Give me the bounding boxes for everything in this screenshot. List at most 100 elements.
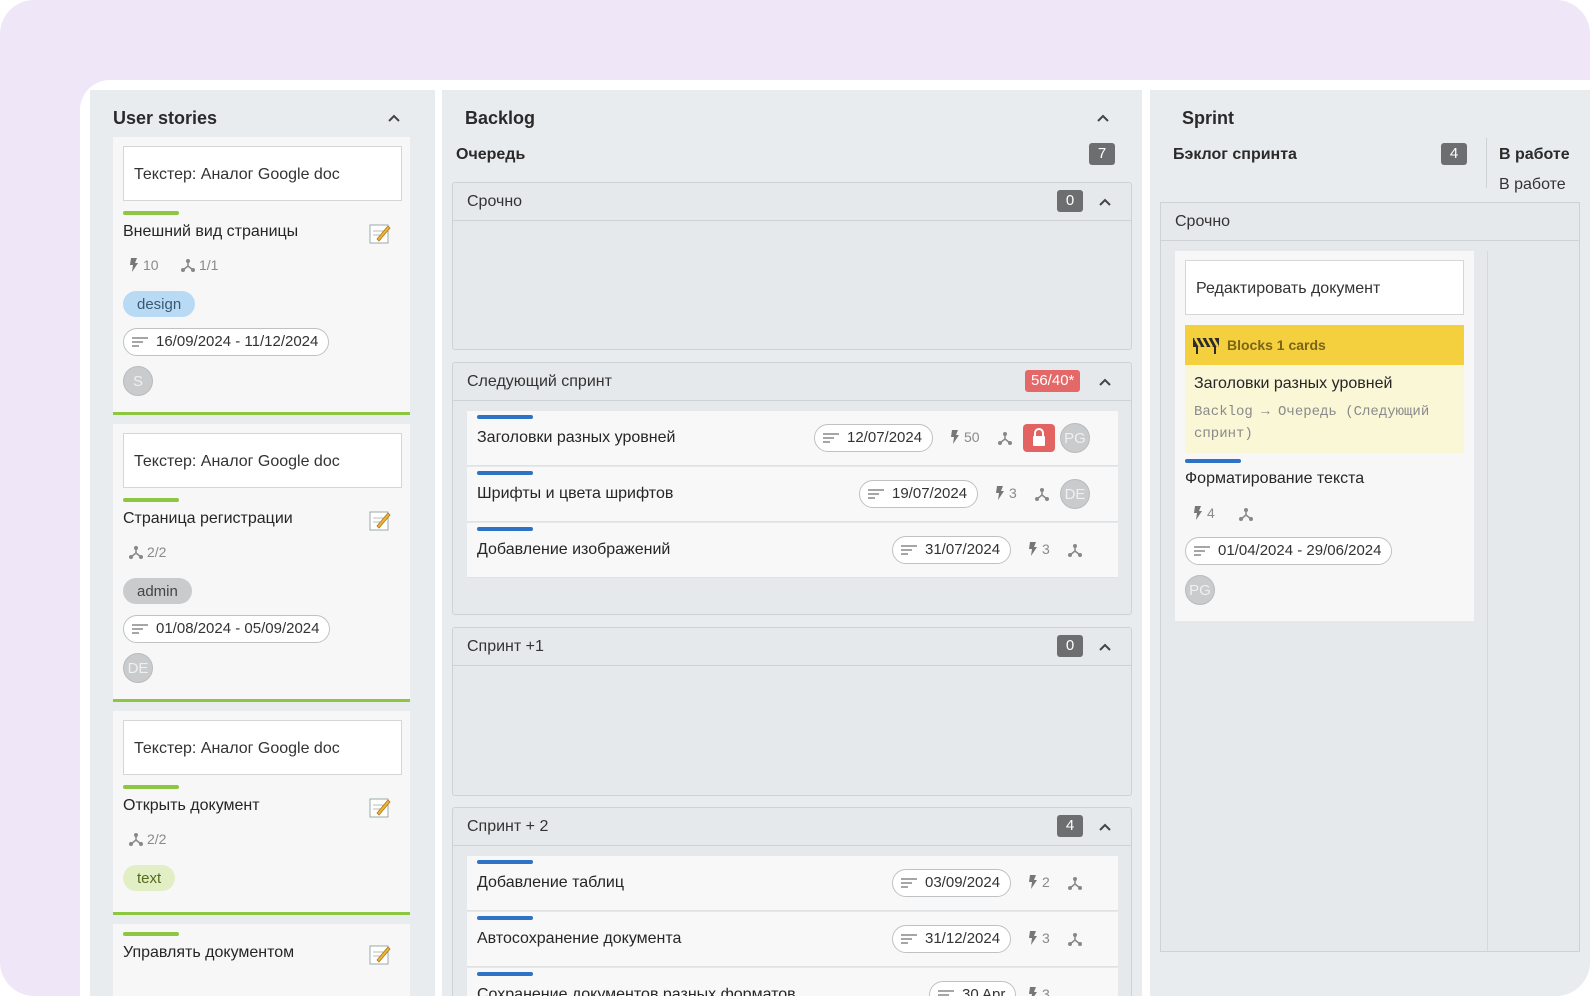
subtasks-icon[interactable] <box>998 431 1012 445</box>
lane-count-badge: 0 <box>1057 190 1083 212</box>
due-date-text: 03/09/2024 <box>925 874 1001 891</box>
queue-count-badge: 7 <box>1089 143 1115 165</box>
bolt-icon <box>951 430 959 444</box>
column-sprint: Sprint Бэклог спринта 4 В работе В работ… <box>1150 90 1590 996</box>
story-title[interactable]: Управлять документом <box>123 944 295 961</box>
avatar[interactable]: PG <box>1060 423 1090 453</box>
subtasks-meta: 1/1 <box>181 257 218 273</box>
lane-count-badge: 0 <box>1057 635 1083 657</box>
parent-epic[interactable]: Текстер: Аналог Google doc <box>123 433 402 488</box>
due-date[interactable]: 12/07/2024 <box>814 424 934 452</box>
edit-note-icon[interactable] <box>368 942 392 966</box>
chevron-up-icon[interactable] <box>388 112 400 124</box>
bolt-icon <box>1029 542 1037 556</box>
color-bar <box>477 527 533 531</box>
date-lines-icon <box>901 878 917 888</box>
lane-header[interactable]: Спринт +1 0 <box>453 628 1131 666</box>
avatar[interactable]: DE <box>1060 479 1090 509</box>
points-meta: 3 <box>1028 930 1050 946</box>
color-bar <box>477 916 533 920</box>
points-value: 3 <box>1009 485 1017 501</box>
story-title[interactable]: Внешний вид страницы <box>123 223 299 240</box>
blocks-banner[interactable]: Blocks 1 cards <box>1185 325 1464 365</box>
avatar[interactable]: PG <box>1185 575 1215 605</box>
date-range[interactable]: 16/09/2024 - 11/12/2024 <box>123 328 330 356</box>
task-row[interactable]: Сохранение документов разных форматов 30… <box>467 968 1118 996</box>
date-range[interactable]: 01/04/2024 - 29/06/2024 <box>1185 537 1393 565</box>
points-value: 4 <box>1207 505 1215 521</box>
points-meta: 3 <box>1028 986 1050 996</box>
color-bar <box>123 498 179 502</box>
subtasks-icon[interactable] <box>1068 876 1082 890</box>
sprint-backlog-count: 4 <box>1441 143 1467 165</box>
lock-icon[interactable] <box>1023 424 1055 452</box>
story-card[interactable]: Текстер: Аналог Google doc Открыть докум… <box>113 711 410 915</box>
avatar[interactable]: S <box>123 366 153 396</box>
story-card[interactable]: Управлять документом <box>113 924 410 996</box>
points-value: 50 <box>964 429 980 445</box>
due-date[interactable]: 03/09/2024 <box>892 869 1012 897</box>
points-meta: 50 <box>950 429 980 445</box>
bolt-icon <box>1029 987 1037 996</box>
column-backlog: Backlog Очередь 7 Срочно 0 Следующий спр… <box>442 90 1142 996</box>
lane-header[interactable]: Следующий спринт 56/40* <box>453 363 1131 401</box>
task-row[interactable]: Добавление таблиц 03/09/2024 2 <box>467 856 1118 911</box>
tag-badge[interactable]: admin <box>123 578 192 604</box>
task-row[interactable]: Шрифты и цвета шрифтов 19/07/2024 3 DE <box>467 467 1118 522</box>
subtasks-icon[interactable] <box>1035 487 1049 501</box>
subtasks-icon <box>181 259 195 272</box>
parent-epic[interactable]: Текстер: Аналог Google doc <box>123 146 402 201</box>
date-range-text: 01/08/2024 - 05/09/2024 <box>156 620 320 637</box>
lane-title: Спринт +1 <box>467 638 544 655</box>
chevron-up-icon[interactable] <box>1099 821 1111 833</box>
story-title[interactable]: Страница регистрации <box>123 510 293 527</box>
blocks-text: Blocks 1 cards <box>1227 337 1326 353</box>
task-title: Автосохранение документа <box>477 930 682 947</box>
lane-sprint-plus-2: Спринт + 2 4 Добавление таблиц 03/09/202… <box>452 807 1132 996</box>
edit-note-icon[interactable] <box>368 221 392 245</box>
bolt-icon <box>1029 875 1037 889</box>
tag-badge[interactable]: design <box>123 291 196 317</box>
chevron-up-icon[interactable] <box>1099 376 1111 388</box>
task-row[interactable]: Автосохранение документа 31/12/2024 3 <box>467 912 1118 967</box>
chevron-up-icon[interactable] <box>1097 112 1109 124</box>
lane-header[interactable]: Спринт + 2 4 <box>453 808 1131 846</box>
tag-badge[interactable]: text <box>123 865 176 891</box>
subtasks-icon[interactable] <box>1068 543 1082 557</box>
lane-header[interactable]: Срочно 0 <box>453 183 1131 221</box>
due-date[interactable]: 19/07/2024 <box>859 480 979 508</box>
parent-epic[interactable]: Редактировать документ <box>1185 260 1464 315</box>
parent-epic[interactable]: Текстер: Аналог Google doc <box>123 720 402 775</box>
sprint-card[interactable]: Редактировать документ Blocks 1 cards За… <box>1175 251 1474 621</box>
story-card[interactable]: Текстер: Аналог Google doc Внешний вид с… <box>113 137 410 415</box>
due-date[interactable]: 31/12/2024 <box>892 925 1012 953</box>
due-date-text: 19/07/2024 <box>892 485 968 502</box>
date-range[interactable]: 01/08/2024 - 05/09/2024 <box>123 615 331 643</box>
edit-note-icon[interactable] <box>368 795 392 819</box>
subtasks-icon[interactable] <box>1239 507 1253 521</box>
chevron-up-icon[interactable] <box>1099 196 1111 208</box>
story-card[interactable]: Текстер: Аналог Google doc Страница реги… <box>113 424 410 702</box>
edit-note-icon[interactable] <box>368 508 392 532</box>
due-date[interactable]: 31/07/2024 <box>892 536 1012 564</box>
avatar[interactable]: DE <box>123 653 153 683</box>
barrier-icon <box>1193 337 1219 354</box>
lane-count-badge: 4 <box>1057 815 1083 837</box>
task-title: Добавление изображений <box>477 541 671 558</box>
subtasks-icon <box>129 833 143 846</box>
blocked-card[interactable]: Заголовки разных уровней Backlog → Очере… <box>1185 365 1464 453</box>
task-row[interactable]: Заголовки разных уровней 12/07/2024 50 P… <box>467 411 1118 466</box>
kanban-board: User stories Текстер: Аналог Google doc … <box>80 80 1590 996</box>
chevron-up-icon[interactable] <box>1099 641 1111 653</box>
points-value: 3 <box>1042 986 1050 996</box>
task-row[interactable]: Добавление изображений 31/07/2024 3 <box>467 523 1118 578</box>
subtasks-icon[interactable] <box>1068 932 1082 946</box>
date-lines-icon <box>823 433 839 443</box>
due-date[interactable]: 30 Apr <box>929 981 1017 996</box>
lane-header[interactable]: Срочно <box>1161 203 1579 241</box>
lane-divider <box>1487 251 1488 951</box>
task-title: Добавление таблиц <box>477 874 625 891</box>
lane-sprint-plus-1: Спринт +1 0 <box>452 627 1132 796</box>
story-title[interactable]: Открыть документ <box>123 797 260 814</box>
color-bar <box>123 932 179 936</box>
